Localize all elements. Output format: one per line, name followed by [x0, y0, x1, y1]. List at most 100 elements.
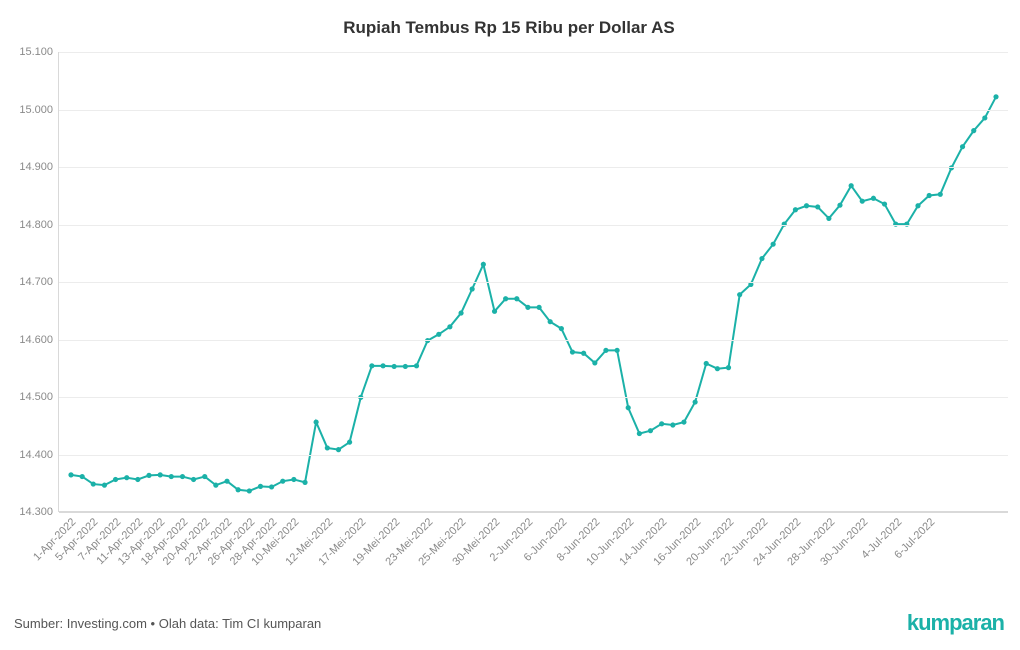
- data-point: [837, 203, 842, 208]
- data-point: [525, 305, 530, 310]
- y-axis-label: 14.400: [19, 449, 59, 461]
- data-point: [291, 477, 296, 482]
- data-point: [592, 360, 597, 365]
- data-point: [693, 399, 698, 404]
- gridline: [59, 455, 1008, 456]
- data-point: [169, 474, 174, 479]
- data-point: [269, 484, 274, 489]
- chart-footer: Sumber: Investing.com • Olah data: Tim C…: [14, 610, 1004, 636]
- y-axis-label: 14.700: [19, 276, 59, 288]
- source-text: Sumber: Investing.com • Olah data: Tim C…: [14, 616, 321, 631]
- data-point: [102, 483, 107, 488]
- data-point: [447, 324, 452, 329]
- data-point: [871, 196, 876, 201]
- data-point: [314, 419, 319, 424]
- data-point: [982, 115, 987, 120]
- brand-logo: kumparan: [907, 610, 1004, 636]
- plot-area: 14.30014.40014.50014.60014.70014.80014.9…: [58, 52, 1008, 512]
- data-point: [670, 422, 675, 427]
- data-point: [146, 473, 151, 478]
- y-axis-label: 14.600: [19, 334, 59, 346]
- data-point: [258, 484, 263, 489]
- data-point: [860, 199, 865, 204]
- data-point: [793, 207, 798, 212]
- data-point: [369, 363, 374, 368]
- gridline: [59, 397, 1008, 398]
- gridline: [59, 110, 1008, 111]
- data-point: [626, 405, 631, 410]
- data-point: [927, 193, 932, 198]
- data-point: [804, 203, 809, 208]
- data-point: [492, 309, 497, 314]
- data-point: [581, 351, 586, 356]
- line-series: [71, 97, 996, 491]
- data-point: [681, 419, 686, 424]
- data-point: [135, 477, 140, 482]
- y-axis-label: 15.100: [19, 46, 59, 58]
- data-point: [347, 440, 352, 445]
- data-point: [826, 216, 831, 221]
- data-point: [915, 203, 920, 208]
- data-point: [336, 447, 341, 452]
- data-point: [548, 319, 553, 324]
- data-point: [615, 348, 620, 353]
- data-point: [971, 128, 976, 133]
- y-axis-label: 15.000: [19, 104, 59, 116]
- data-point: [158, 472, 163, 477]
- data-point: [91, 481, 96, 486]
- data-point: [704, 361, 709, 366]
- data-point: [882, 201, 887, 206]
- chart-container: Rupiah Tembus Rp 15 Ribu per Dollar AS 1…: [0, 0, 1020, 650]
- y-axis-label: 14.800: [19, 219, 59, 231]
- data-point: [637, 431, 642, 436]
- data-point: [68, 472, 73, 477]
- data-point: [414, 363, 419, 368]
- data-point: [481, 262, 486, 267]
- data-point: [392, 364, 397, 369]
- data-point: [302, 480, 307, 485]
- data-point: [503, 296, 508, 301]
- data-point: [113, 477, 118, 482]
- data-point: [960, 144, 965, 149]
- data-point: [380, 363, 385, 368]
- data-point: [659, 421, 664, 426]
- data-point: [536, 305, 541, 310]
- data-point: [849, 183, 854, 188]
- data-point: [648, 428, 653, 433]
- gridline: [59, 167, 1008, 168]
- gridline: [59, 340, 1008, 341]
- data-point: [224, 479, 229, 484]
- data-point: [325, 445, 330, 450]
- x-axis-labels: 1-Apr-20225-Apr-20227-Apr-202211-Apr-202…: [58, 512, 1008, 584]
- y-axis-label: 14.300: [19, 506, 59, 518]
- data-point: [213, 483, 218, 488]
- data-point: [771, 242, 776, 247]
- data-point: [470, 286, 475, 291]
- data-point: [180, 474, 185, 479]
- data-point: [458, 310, 463, 315]
- chart-title: Rupiah Tembus Rp 15 Ribu per Dollar AS: [14, 18, 1004, 38]
- data-point: [280, 479, 285, 484]
- data-point: [202, 474, 207, 479]
- data-point: [815, 204, 820, 209]
- y-axis-label: 14.500: [19, 391, 59, 403]
- gridline: [59, 225, 1008, 226]
- data-point: [559, 326, 564, 331]
- data-point: [436, 332, 441, 337]
- data-point: [191, 477, 196, 482]
- y-axis-label: 14.900: [19, 161, 59, 173]
- gridline: [59, 52, 1008, 53]
- data-point: [124, 475, 129, 480]
- data-point: [759, 256, 764, 261]
- data-point: [737, 292, 742, 297]
- data-point: [603, 348, 608, 353]
- data-point: [80, 474, 85, 479]
- data-point: [938, 192, 943, 197]
- data-point: [514, 296, 519, 301]
- data-point: [570, 349, 575, 354]
- data-point: [715, 366, 720, 371]
- data-point: [403, 364, 408, 369]
- data-point: [993, 94, 998, 99]
- data-point: [726, 365, 731, 370]
- data-point: [236, 487, 241, 492]
